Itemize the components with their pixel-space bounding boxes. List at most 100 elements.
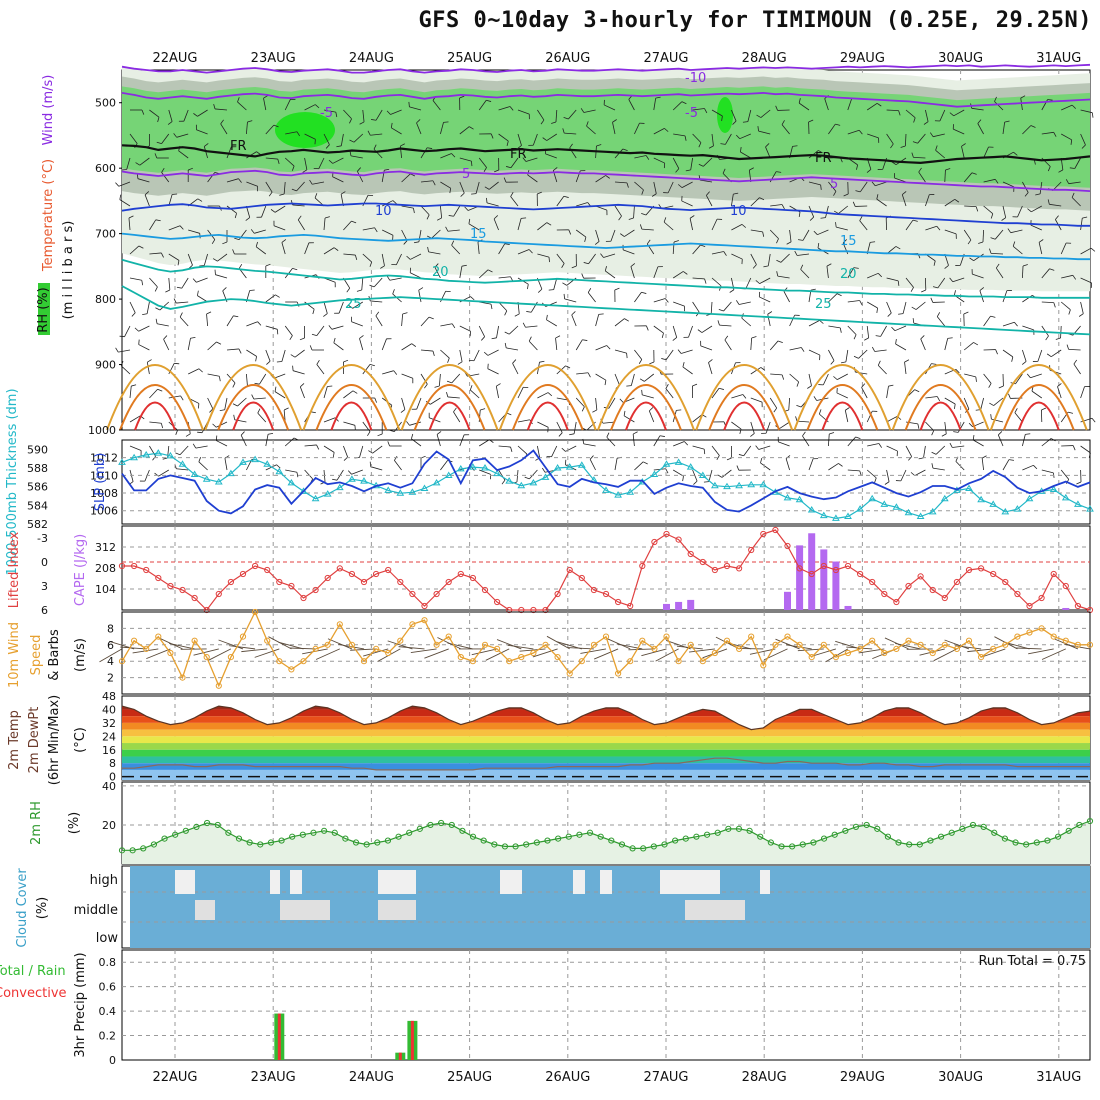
wind-barb-flag [384,168,390,171]
wind-barb [265,157,278,160]
wind-barb [118,349,131,353]
thickness-line-point [1086,505,1094,512]
rh2m-line-point [331,829,338,836]
cloud-high-block [760,870,770,894]
wind-barb-flag [197,431,203,434]
wind-barb [583,109,596,113]
wind-barb [179,316,189,327]
wind-barb-flag [517,145,522,149]
wind-barb-flag [192,443,197,449]
wind-barb [226,315,234,327]
wind-barb-flag [173,298,177,304]
wind-barb [708,469,713,482]
rh2m-line-point [289,833,296,840]
wind-barb [1022,125,1032,135]
wind-barb-flag [973,342,979,346]
wind-barb-flag [448,215,454,217]
wind-barb [294,349,305,358]
wind10m-panel-frame [121,611,1091,695]
lifted-index-line-point [348,570,355,578]
thickness-line-point [1074,500,1082,507]
rh2m-line-point [884,833,891,840]
thickness-tick: 582 [27,518,48,531]
wind-barb-flag [765,143,770,148]
wind-barb-flag [400,409,406,413]
wind-barb-flag [568,229,572,235]
wind-barb-flag [954,198,960,203]
wind-barb [653,181,657,194]
temp2m-tick: 48 [102,690,116,703]
precip-tick: 0.4 [99,1005,117,1018]
temp2m-tick: 40 [102,703,116,716]
rh2m-line-point [395,833,402,840]
rh2m-line-point [1086,817,1094,825]
lifted-index-line-point [1038,594,1045,602]
wind-barb [149,252,162,255]
wind-barb [495,386,499,399]
wind-barb [614,205,622,217]
wind-barb-flag [910,287,914,292]
wind-barb [410,253,422,260]
wind-barb [323,417,336,423]
precip-conv-bar [277,1013,281,1060]
date-label-top: 22AUG [152,51,197,66]
wind-barb-flag [374,227,378,233]
wind-barb-flag [539,360,545,363]
wind10m-speed-line-point [348,641,355,648]
cloud-mid-block [195,900,215,920]
wind-barb-flag [736,465,740,471]
wind-barb [731,421,742,430]
contour-label-25: 25 [345,297,362,312]
date-label-top: 24AUG [349,51,394,66]
wind-barb-flag [1046,353,1052,358]
rh2m-line-point [459,827,466,834]
wind-barb-flag [156,141,162,144]
wind-barb-flag [829,432,835,435]
temp2m-tick: 32 [102,717,116,730]
wind-barb [760,109,771,118]
wind-barb [708,362,713,375]
wind-barb-flag [776,238,779,244]
wind-barb [498,445,511,448]
wind10m-barb [99,648,123,663]
wind-barb [866,102,878,111]
wind-barb [486,202,499,207]
temp-contour-30 [597,364,695,431]
thickness-line-point [287,478,296,486]
wind-barb-flag [238,178,242,183]
cloud-unit: (%) [35,897,50,920]
wind-barb [866,469,877,479]
wind-barb [993,397,1004,406]
wind-barb-flag [434,385,440,388]
rh2m-label: 2m RH [29,801,44,845]
wind-barb [274,391,286,399]
wind-barb [118,181,131,187]
lifted-index-line-point [506,606,513,614]
wind10m-barb [628,648,655,651]
wind-barb-flag [955,369,960,374]
temp-contour-30 [793,364,892,431]
wind-barb-flag [369,364,375,367]
wind-barb-flag [792,145,798,147]
wind-barb-flag [936,396,941,402]
wind-barb-flag [328,325,333,330]
thickness-line-point [892,503,901,510]
wind-barb [161,133,170,144]
wind-barb [573,421,577,434]
wind-barb [246,181,258,187]
thickness-line-point [154,449,163,456]
wind-barb-flag [677,349,682,354]
rh2m-line-point [161,835,168,842]
wind-barb-flag [735,134,741,139]
temp-band [122,716,1090,723]
wind-barb-flag [623,410,626,416]
wind-barb-flag [968,422,973,427]
wind-barb-flag [840,361,847,364]
thickness-line-point [239,458,247,465]
lifted-index-line-point [360,578,368,586]
wind-barb-flag [1047,99,1053,101]
wind-barb [1061,133,1072,141]
wind-barb-flag [945,168,951,171]
wind-barb-flag [275,294,280,298]
wind-barb-flag [406,255,411,260]
